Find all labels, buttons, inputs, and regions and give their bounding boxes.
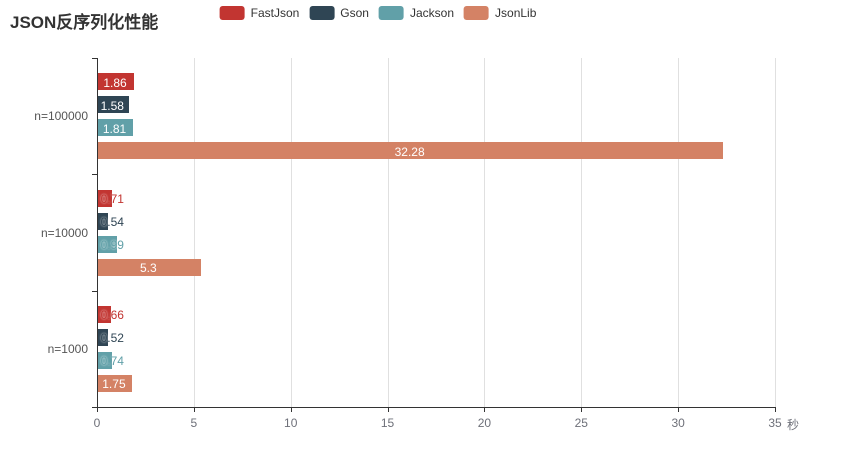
legend-swatch-icon [378, 6, 404, 20]
x-axis-tick [775, 407, 776, 412]
x-gridline [290, 58, 292, 407]
bar-gson-n1000[interactable] [98, 328, 109, 346]
y-axis-line [97, 58, 98, 408]
legend-swatch-icon [219, 6, 245, 20]
x-axis-tick [193, 407, 195, 412]
x-axis-tick [581, 407, 583, 412]
bar-fastjson-n10000[interactable] [98, 189, 112, 207]
x-axis-tick-label: 10 [284, 416, 298, 430]
bar-value-label: 1.75 [102, 377, 126, 392]
bar-value-label: 0.54 [100, 215, 124, 229]
x-axis-tick [97, 407, 98, 412]
bar-value-label: 0.99 [100, 238, 124, 252]
bar-value-label: 5.3 [139, 261, 157, 275]
legend-item-jackson[interactable]: Jackson [378, 6, 455, 20]
y-axis-category-label: n=1000 [47, 341, 88, 356]
x-axis-tick [678, 407, 680, 412]
bar-value-label: 1.58 [100, 98, 124, 113]
bar-fastjson-n1000[interactable] [98, 305, 111, 323]
bar-value-label: 32.28 [394, 144, 425, 159]
chart-title: JSON反序列化性能 [10, 13, 159, 32]
bar-value-label: 0.52 [100, 331, 124, 346]
bar-value-label: 1.81 [102, 121, 127, 136]
x-axis-line [97, 407, 775, 408]
y-axis-tick [92, 174, 97, 175]
legend-swatch-icon [464, 6, 490, 20]
legend-label: Jackson [409, 6, 455, 20]
legend-label: Gson [340, 6, 369, 20]
legend-item-gson[interactable]: Gson [309, 6, 369, 20]
x-axis-tick [290, 407, 292, 412]
legend-item-fastjson[interactable]: FastJson [219, 6, 300, 20]
bar-jackson-n1000[interactable] [98, 351, 113, 369]
legend: FastJson Gson Jackson JsonLib [219, 6, 536, 20]
bar-gson-n10000[interactable] [98, 212, 109, 230]
x-axis-tick [387, 407, 389, 412]
y-axis-category-label: n=100000 [34, 109, 88, 124]
bar-jsonlib-n1000[interactable] [98, 374, 132, 392]
y-axis-category-label: n=10000 [40, 225, 88, 240]
x-axis-tick-label: 30 [671, 416, 685, 430]
bar-jsonlib-n10000[interactable] [98, 258, 201, 276]
x-axis-name: 秒 [787, 418, 800, 432]
x-axis-tick-label: 0 [93, 416, 101, 430]
y-axis-tick [92, 291, 97, 292]
bar-value-label: 0.66 [100, 308, 124, 323]
bar-jsonlib-n100000[interactable] [98, 142, 724, 160]
x-axis-tick-label: 35 [768, 416, 782, 430]
x-axis-tick [484, 407, 486, 412]
bar-jackson-n10000[interactable] [98, 235, 118, 253]
bar-value-label: 0.74 [100, 354, 124, 369]
x-gridline [387, 58, 389, 407]
bar-jackson-n100000[interactable] [98, 119, 134, 137]
x-axis-tick-label: 25 [574, 416, 588, 430]
legend-label: FastJson [250, 6, 300, 20]
legend-label: JsonLib [495, 6, 537, 20]
x-axis-tick-label: 15 [380, 416, 395, 430]
x-gridline [484, 58, 486, 407]
legend-item-jsonlib[interactable]: JsonLib [464, 6, 536, 20]
x-axis-tick-label: 5 [190, 416, 198, 430]
bar-fastjson-n100000[interactable] [98, 73, 135, 91]
x-gridline [193, 58, 195, 407]
y-axis-tick [92, 58, 97, 59]
x-gridline [581, 58, 583, 407]
y-axis-tick [92, 407, 97, 408]
bar-value-label: 0.71 [100, 192, 124, 206]
legend-swatch-icon [309, 6, 335, 20]
bar-value-label: 1.86 [103, 75, 127, 90]
x-axis-tick-label: 20 [477, 416, 492, 430]
x-gridline [678, 58, 680, 407]
bar-gson-n100000[interactable] [98, 96, 129, 114]
x-gridline [775, 58, 776, 407]
